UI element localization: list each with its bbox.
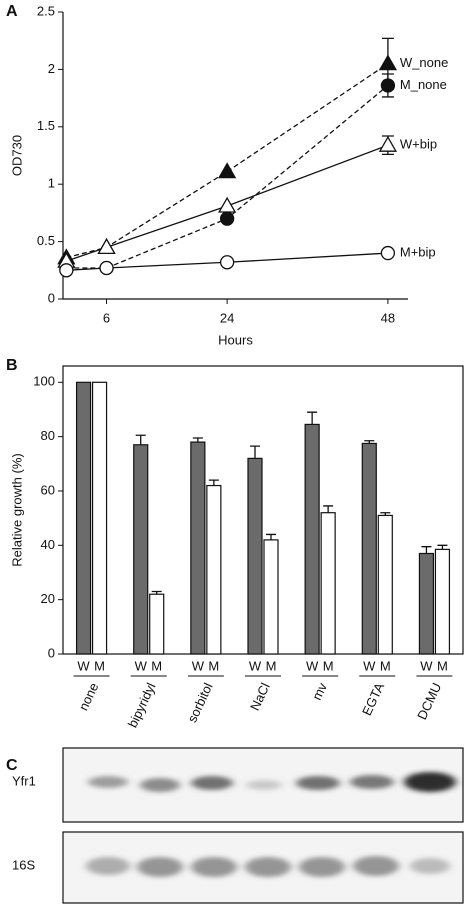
y-tick-label: 0 — [48, 290, 55, 305]
marker — [378, 54, 398, 71]
marker — [97, 238, 116, 254]
marker — [219, 211, 235, 226]
bar — [361, 442, 377, 655]
series-label: W_none — [400, 55, 448, 70]
axes — [62, 12, 408, 300]
y-tick-label: 1.5 — [37, 118, 55, 133]
bar — [418, 552, 435, 655]
series-label: M — [323, 658, 334, 673]
series-label: M+bip — [400, 245, 436, 260]
marker — [99, 260, 114, 276]
error-bar — [250, 445, 260, 459]
series-label: W — [192, 658, 205, 673]
series-label: W — [420, 658, 433, 673]
error-bar — [266, 533, 276, 540]
x-tick-label: DCMU — [414, 680, 444, 722]
marker — [219, 255, 235, 270]
x-tick-label: sorbitol — [184, 680, 215, 724]
x-tick-label: bipyridyl — [125, 680, 159, 730]
blot-bands — [86, 772, 456, 877]
x-axis-label: Hours — [218, 332, 253, 347]
bar — [206, 484, 222, 655]
series-label: M — [151, 658, 162, 673]
marker — [59, 263, 74, 278]
y-tick-label: 80 — [41, 428, 55, 443]
bar — [320, 512, 336, 655]
marker — [380, 245, 396, 261]
error-bar — [323, 505, 334, 513]
bar — [149, 593, 165, 655]
panel-label: B — [6, 357, 18, 374]
bar — [263, 539, 279, 655]
blot-row-label: 16S — [12, 857, 35, 872]
y-tick-label: 1 — [48, 176, 55, 191]
error-bar — [421, 546, 432, 554]
bar — [377, 514, 393, 655]
marker — [380, 78, 396, 93]
series-line — [66, 63, 389, 259]
y-axis-label: OD730 — [9, 135, 24, 176]
marker — [218, 196, 237, 213]
error-bar — [208, 479, 219, 486]
series-label: W+bip — [400, 137, 437, 152]
series-label: M — [208, 658, 219, 673]
y-tick-label: 0.5 — [37, 233, 55, 248]
series-label: M — [380, 658, 391, 673]
y-tick-label: 100 — [33, 374, 55, 389]
bar — [304, 423, 320, 655]
bar — [247, 457, 263, 655]
panel-label: A — [6, 3, 18, 20]
error-bar — [437, 544, 448, 550]
marker — [218, 162, 237, 179]
series-label: W — [363, 658, 376, 673]
error-bar — [307, 411, 318, 425]
bar — [190, 441, 206, 655]
y-tick-label: 2.5 — [37, 3, 55, 18]
x-tick-label: none — [76, 680, 102, 713]
marker — [378, 135, 398, 152]
bar — [434, 548, 451, 655]
blot-row-label: Yfr1 — [12, 773, 36, 788]
error-bar — [135, 434, 146, 445]
y-tick-label: 40 — [41, 537, 55, 552]
y-tick-label: 20 — [41, 591, 55, 606]
x-tick-label: 24 — [220, 310, 234, 325]
series-label: W — [306, 658, 319, 673]
series-label: W — [135, 658, 148, 673]
panel-label: C — [6, 757, 18, 774]
series-line — [66, 144, 389, 262]
series-label: W — [77, 658, 90, 673]
x-tick-label: 6 — [103, 310, 110, 325]
x-tick-label: NaCl — [247, 680, 273, 713]
x-tick-label: mv — [309, 680, 330, 702]
series-label: M_none — [400, 77, 447, 92]
y-tick-label: 0 — [48, 645, 55, 660]
series-label: M — [94, 658, 105, 673]
series-label: M — [266, 658, 277, 673]
bar — [133, 444, 149, 655]
series-line — [66, 252, 388, 271]
bar — [91, 381, 108, 655]
x-tick-label: EGTA — [359, 680, 387, 718]
y-tick-label: 60 — [41, 482, 55, 497]
y-axis-label: Relative growth (%) — [9, 453, 24, 566]
series-label: W — [249, 658, 262, 673]
x-tick-label: 48 — [381, 310, 395, 325]
plot-frame — [62, 365, 464, 655]
bar — [75, 381, 92, 655]
series-label: M — [437, 658, 448, 673]
error-bar — [192, 437, 203, 443]
series-line — [66, 84, 389, 269]
y-tick-label: 2 — [48, 61, 55, 76]
